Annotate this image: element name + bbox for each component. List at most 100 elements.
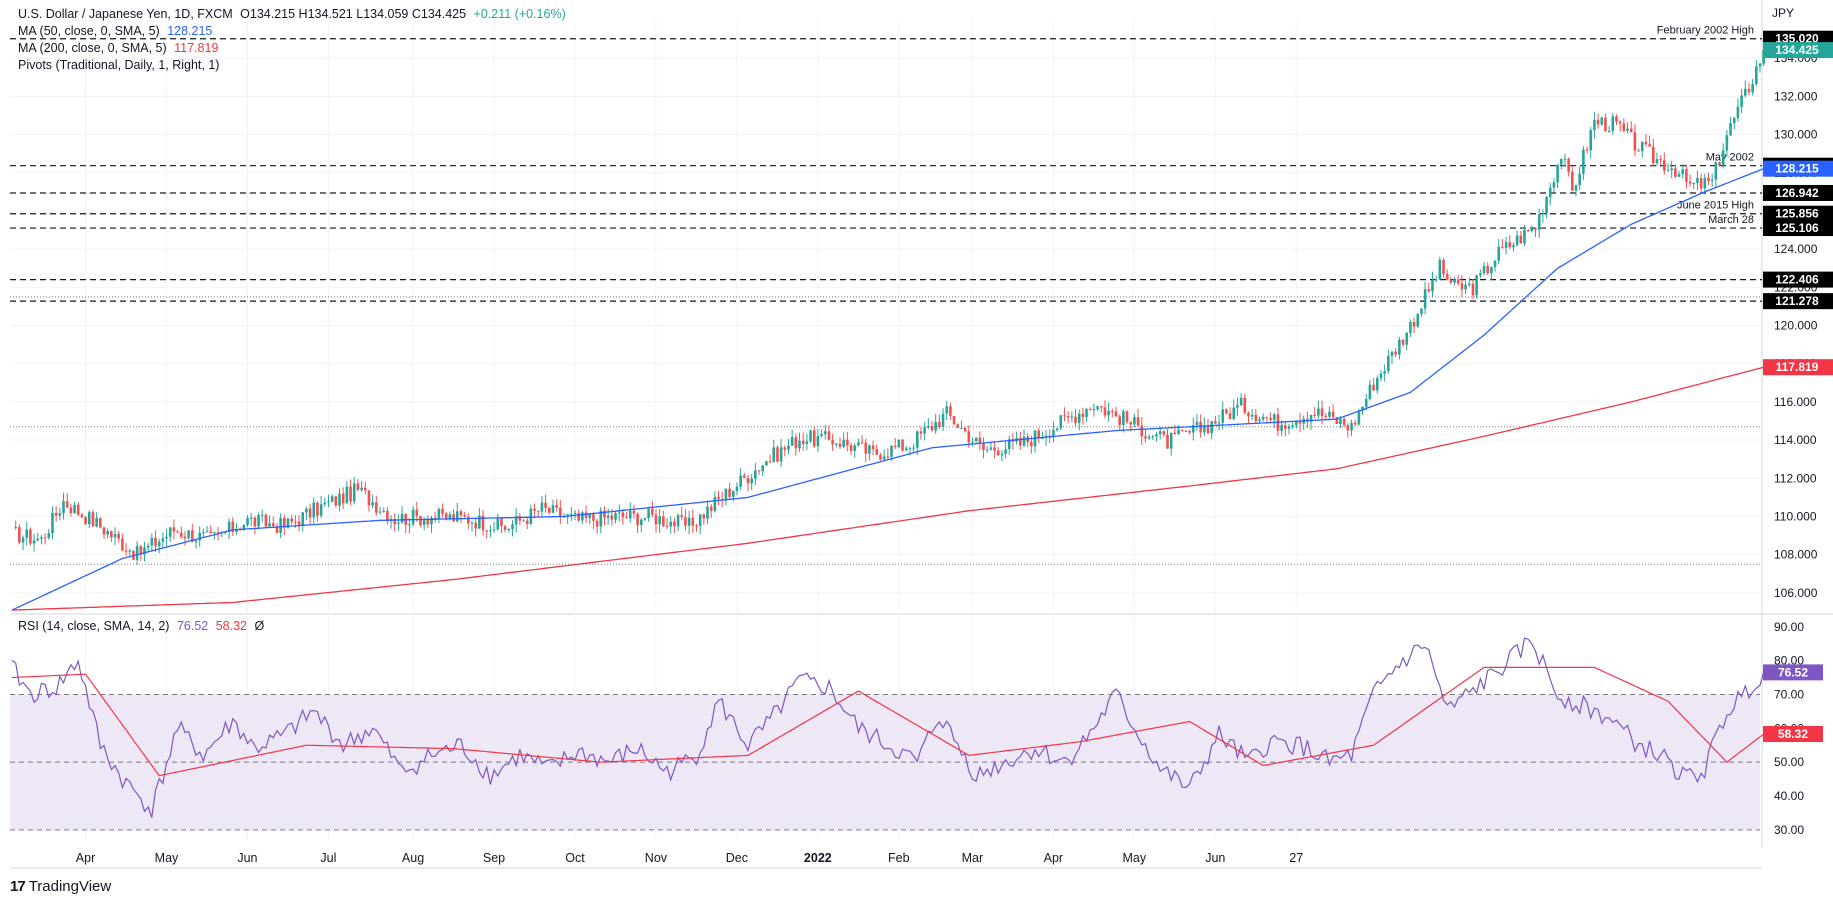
candle — [363, 487, 367, 491]
candle — [559, 507, 562, 517]
candle — [305, 508, 308, 513]
rsi-legend[interactable]: RSI (14, close, SMA, 14, 2) 76.52 58.32 … — [18, 619, 268, 633]
candle — [1596, 119, 1600, 125]
candle — [757, 470, 761, 472]
candle — [533, 508, 536, 511]
candle — [1692, 183, 1696, 185]
candle — [754, 470, 757, 479]
candle — [1434, 279, 1438, 281]
candle — [1239, 397, 1243, 406]
candle — [21, 537, 25, 543]
candle — [1206, 425, 1210, 434]
candle — [65, 501, 69, 508]
candle — [801, 440, 805, 445]
candle — [735, 486, 739, 492]
candle — [1471, 283, 1475, 296]
candle — [952, 416, 956, 425]
candle — [695, 525, 698, 527]
candle — [779, 447, 783, 462]
ma50-legend[interactable]: MA (50, close, 0, SMA, 5) 128.215 — [18, 24, 216, 38]
candle — [1571, 171, 1574, 191]
candle — [941, 413, 945, 427]
candle — [857, 442, 860, 446]
candle — [525, 520, 529, 524]
candle — [448, 514, 452, 519]
candle — [80, 514, 84, 518]
time-axis-tick: Mar — [962, 851, 984, 865]
candle — [1007, 439, 1011, 450]
candle — [960, 427, 963, 429]
candle — [1258, 419, 1261, 422]
candle — [1445, 273, 1449, 280]
candle — [157, 541, 161, 547]
candle — [606, 515, 610, 518]
candle — [294, 521, 297, 523]
candle — [893, 445, 897, 448]
candle — [1659, 159, 1662, 161]
candle — [1339, 418, 1342, 424]
candle — [1559, 159, 1563, 165]
rsi-extra: Ø — [254, 619, 265, 633]
candle — [290, 518, 293, 522]
tradingview-brand: TradingView — [28, 878, 112, 895]
candle — [242, 524, 246, 530]
candle — [1103, 407, 1107, 416]
candle — [198, 532, 201, 541]
candle — [1626, 128, 1629, 131]
candle — [297, 521, 301, 526]
level-annotation: May 2002 — [1706, 152, 1754, 164]
time-axis-tick: Jun — [1205, 851, 1225, 865]
candle — [1361, 406, 1364, 411]
pivots-legend[interactable]: Pivots (Traditional, Daily, 1, Right, 1) — [18, 58, 223, 72]
candle — [967, 431, 971, 443]
candle — [628, 510, 632, 519]
candle — [1151, 436, 1155, 438]
tradingview-logo[interactable]: 17 TradingView — [10, 878, 111, 895]
candle — [1136, 417, 1140, 426]
candle — [1022, 436, 1026, 446]
candle — [584, 512, 588, 519]
candle — [993, 447, 996, 451]
candle — [669, 521, 673, 527]
rsi-axis-tick: 80.00 — [1774, 654, 1804, 668]
candle — [1291, 425, 1294, 427]
rsi-ma-value: 58.32 — [215, 619, 247, 633]
candle — [680, 515, 684, 518]
candle — [1519, 235, 1523, 244]
candle — [1155, 434, 1158, 437]
candle — [1114, 411, 1118, 417]
candle — [408, 524, 411, 526]
candle — [1265, 416, 1269, 419]
ohlc-values: O134.215 H134.521 L134.059 C134.425 — [240, 7, 467, 21]
candle — [1004, 449, 1007, 454]
candle — [1681, 169, 1685, 175]
candle — [117, 533, 121, 539]
candle — [1504, 242, 1508, 248]
candle — [610, 515, 614, 520]
price-axis-tick: 110.000 — [1774, 510, 1817, 524]
candle — [1088, 409, 1092, 411]
candle — [308, 508, 312, 518]
candle — [915, 431, 919, 448]
candle — [581, 512, 584, 521]
candle — [728, 488, 731, 497]
level-tag — [1763, 184, 1833, 201]
candle — [982, 442, 985, 451]
rsi-ma-line — [11, 666, 1765, 777]
ma200-legend[interactable]: MA (200, close, 0, SMA, 5) 117.819 — [18, 41, 222, 55]
time-axis-tick: Jul — [320, 851, 336, 865]
candle — [702, 514, 706, 519]
candle — [514, 516, 518, 525]
candle — [1383, 371, 1386, 374]
candle — [1129, 422, 1133, 425]
candle — [1640, 141, 1644, 152]
candle — [113, 533, 117, 538]
candle — [1460, 283, 1464, 290]
candle — [511, 524, 514, 530]
candle — [231, 521, 235, 532]
candle — [1663, 160, 1666, 171]
price-panel[interactable] — [10, 6, 1760, 612]
level-tag-value: 126.942 — [1775, 186, 1819, 200]
